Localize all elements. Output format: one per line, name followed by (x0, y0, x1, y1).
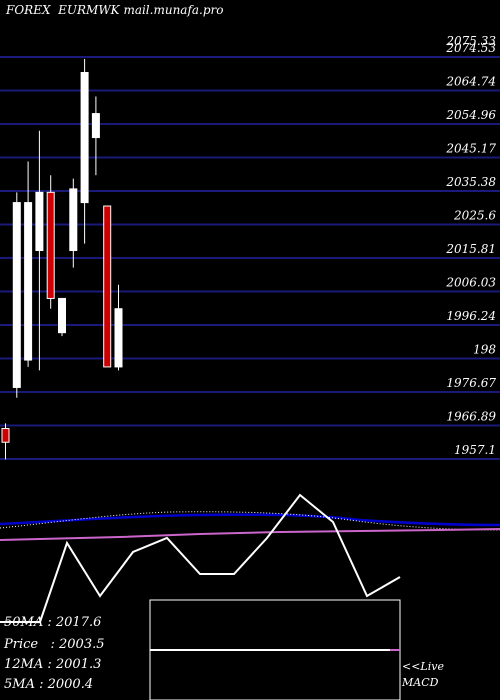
macd-live-label: <<Live (402, 660, 444, 673)
y-tick-label: 2025.6 (453, 209, 496, 223)
ma-blue-line (0, 513, 500, 527)
macd-label: MACD (402, 676, 439, 689)
candle-body-bull (24, 202, 33, 361)
candle-body-bull (114, 308, 123, 368)
indicator-panel (0, 493, 500, 700)
y-tick-label: 198 (473, 343, 496, 357)
y-tick-label: 2054.96 (445, 108, 496, 122)
y-tick-label: 1966.89 (446, 410, 496, 424)
y-tick-label: 1996.24 (446, 309, 496, 323)
y-tick-label: 2064.74 (445, 75, 496, 89)
candle (12, 192, 21, 398)
candle-body-bear (46, 191, 55, 299)
candle (46, 175, 55, 309)
candle (1, 423, 10, 460)
chart-title: FOREX EURMWK mail.munafa.pro (6, 3, 224, 17)
candle-body-bear (1, 428, 10, 443)
price-gridlines (0, 56, 500, 460)
candle (114, 284, 123, 371)
candle (69, 178, 78, 268)
candle-body-bull (35, 191, 44, 252)
candlesticks (1, 58, 123, 460)
y-tick-label: 2035.38 (445, 175, 496, 189)
candle (24, 161, 33, 367)
y-tick-label: 1957.1 (454, 443, 496, 457)
legend-price: Price : 2003.5 (4, 637, 105, 652)
y-tick-label: 2006.03 (445, 276, 496, 290)
legend-ma5: 5MA : 2000.4 (4, 677, 94, 692)
y-tick-label: 2015.81 (445, 242, 496, 256)
candle (80, 58, 89, 244)
candle-body-bear (103, 205, 112, 368)
candle (58, 297, 66, 337)
ma-pink-line (0, 528, 500, 541)
y-tick-label: 1976.67 (446, 376, 496, 390)
candle-body-bull (80, 72, 89, 204)
candle (91, 96, 100, 176)
legend-ma50: 50MA : 2017.6 (4, 615, 102, 630)
y-tick-label: 2074.53 (445, 41, 496, 55)
y-tick-label: 2075.33 (445, 34, 496, 48)
candle-body-bull (58, 297, 66, 334)
oscillator-line (0, 493, 401, 623)
candle-body-bull (12, 202, 21, 388)
candle-body-bull (69, 188, 78, 252)
candle (35, 130, 44, 371)
candle-body-bull (91, 113, 100, 139)
ma-white-dotted-line (0, 511, 500, 531)
candle (103, 205, 112, 368)
y-tick-label: 2045.17 (445, 142, 496, 156)
legend-ma12: 12MA : 2001.3 (4, 657, 102, 672)
